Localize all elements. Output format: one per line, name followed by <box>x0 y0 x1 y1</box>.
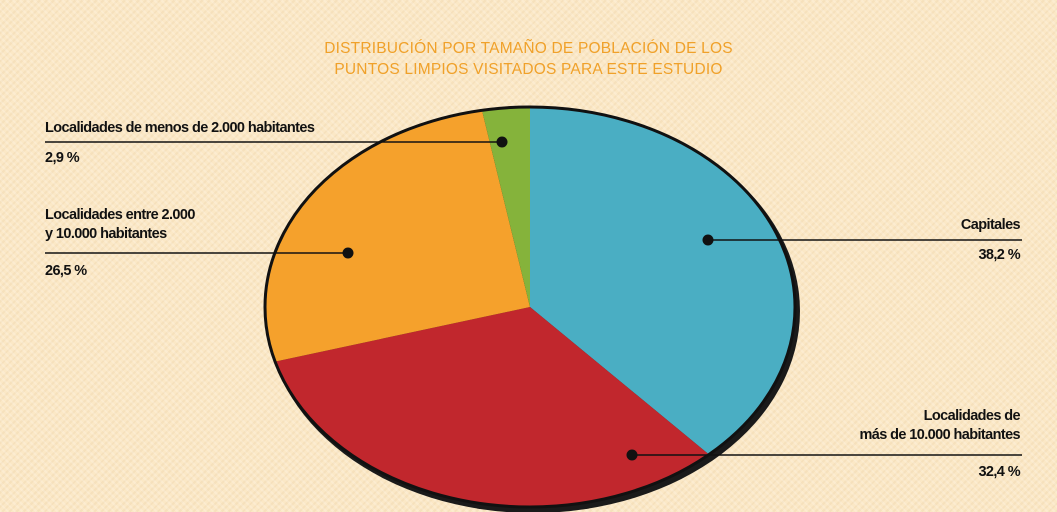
slice-label: Capitales <box>960 217 1021 233</box>
leader-dot <box>496 136 508 148</box>
pie-slice <box>265 110 530 362</box>
slice-value-label: 2,9 % <box>45 150 80 166</box>
leader-dot <box>626 449 638 461</box>
leader-dot <box>702 234 714 246</box>
slice-label: Localidades entre 2.000 y 10.000 habitan… <box>45 207 195 242</box>
leader-dot <box>342 247 354 259</box>
slice-value-label: 26,5 % <box>45 263 87 279</box>
slice-value-label: 32,4 % <box>978 464 1020 480</box>
slice-value-label: 38,2 % <box>978 247 1020 263</box>
pie-slice <box>481 107 530 307</box>
pie-slice <box>275 307 709 507</box>
pie-slice <box>530 107 795 455</box>
slice-label: Localidades de menos de 2.000 habitantes <box>45 120 315 136</box>
chart-title: DISTRIBUCIÓN POR TAMAÑO DE POBLACIÓN DE … <box>324 40 733 78</box>
slice-label: Localidades de más de 10.000 habitantes <box>859 408 1021 443</box>
pie-outline <box>263 105 797 509</box>
